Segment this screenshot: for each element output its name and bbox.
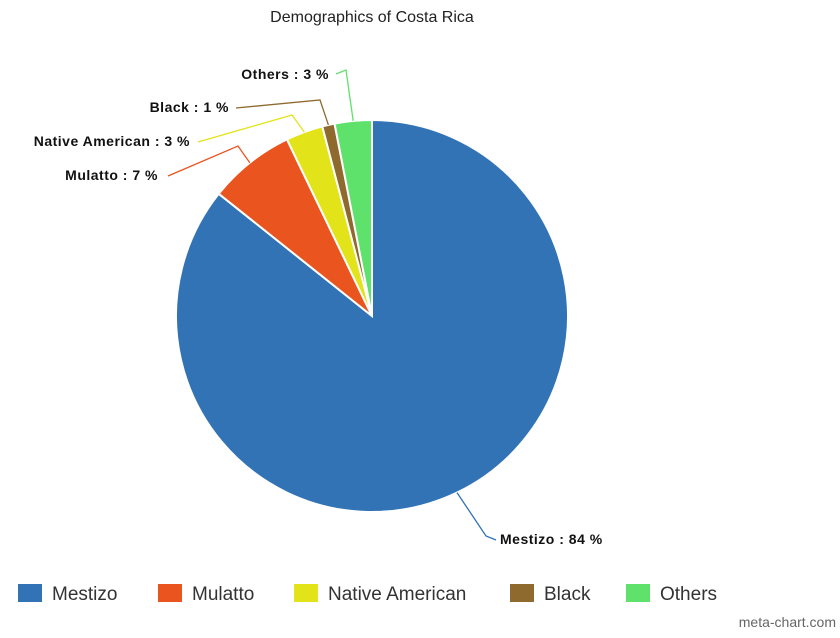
connector-mestizo [456, 492, 497, 541]
legend-label-native-american: Native American [328, 584, 466, 605]
pie-slice-others[interactable] [333, 118, 373, 317]
legend-item-mulatto[interactable]: Mulatto [158, 584, 254, 605]
legend: Mestizo Mulatto Native American Black Others [18, 584, 717, 605]
data-label-mulatto: Mulatto : 7 % [65, 167, 158, 183]
legend-item-others[interactable]: Others [626, 584, 717, 605]
pie-slices [175, 118, 569, 513]
legend-label-black: Black [544, 584, 591, 605]
chart-title: Demographics of Costa Rica [270, 9, 474, 26]
slice-labels: Mestizo : 84 % Mulatto : 7 % Native Americ… [34, 66, 603, 547]
legend-label-mestizo: Mestizo [52, 584, 117, 605]
legend-label-mulatto: Mulatto [192, 584, 254, 605]
legend-swatch-mulatto [158, 584, 182, 602]
data-label-mestizo: Mestizo : 84 % [500, 531, 603, 547]
label-connectors [167, 69, 497, 541]
legend-item-black[interactable]: Black [510, 584, 591, 605]
legend-item-native-american[interactable]: Native American [294, 584, 466, 605]
credits-text: meta-chart.com [739, 614, 836, 630]
connector-black [235, 99, 330, 126]
data-label-black: Black : 1 % [150, 99, 229, 115]
data-label-others: Others : 3 % [241, 66, 329, 82]
connector-others [335, 69, 354, 121]
legend-label-others: Others [660, 584, 717, 605]
legend-swatch-mestizo [18, 584, 42, 602]
data-label-native-american: Native American : 3 % [34, 133, 190, 149]
legend-swatch-others [626, 584, 650, 602]
connector-mulatto [167, 145, 251, 177]
legend-swatch-black [510, 584, 534, 602]
legend-swatch-native-american [294, 584, 318, 602]
connector-native-american [197, 114, 305, 143]
legend-item-mestizo[interactable]: Mestizo [18, 584, 117, 605]
